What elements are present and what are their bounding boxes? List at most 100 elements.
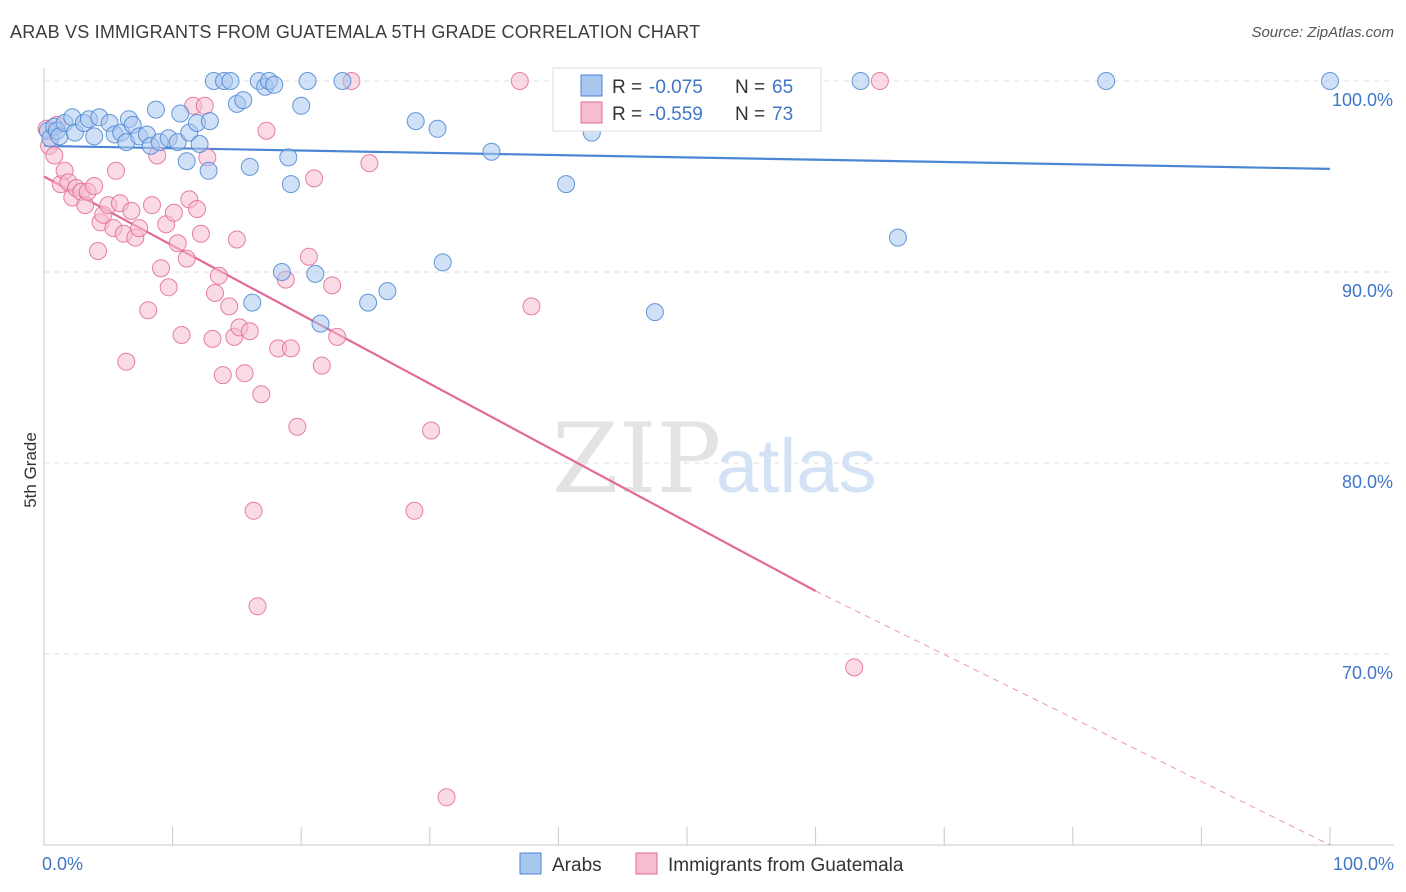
point-arabs-30 [199, 161, 218, 180]
y-tick-label-3: 70.0% [1342, 663, 1393, 683]
legend-n-value-arabs: 65 [772, 77, 793, 98]
point-guatemala-13 [89, 242, 107, 260]
point-guatemala-21 [117, 352, 136, 371]
legend-swatch-guatemala [580, 101, 603, 124]
point-guatemala-51 [244, 501, 263, 520]
point-arabs-54 [428, 119, 447, 138]
point-guatemala-58 [288, 417, 307, 436]
point-guatemala-41 [203, 329, 222, 348]
point-arabs-25 [171, 104, 190, 123]
point-guatemala-42 [206, 284, 224, 302]
point-guatemala-18 [107, 161, 125, 180]
series-legend: Arabs Immigrants from Guatemala [519, 852, 904, 876]
legend-n-label-guatemala: N = [735, 104, 765, 125]
point-guatemala-61 [312, 356, 331, 375]
point-guatemala-59 [299, 247, 318, 266]
point-arabs-64 [1097, 72, 1116, 90]
point-guatemala-32 [168, 234, 187, 253]
point-guatemala-66 [405, 501, 424, 520]
point-arabs-44 [279, 148, 298, 167]
x-tick-label-left: 0.0% [42, 854, 83, 874]
y-tick-labels: 100.0% 90.0% 80.0% 70.0% [1332, 90, 1393, 683]
point-guatemala-60 [305, 169, 324, 188]
point-arabs-42 [265, 75, 284, 94]
point-arabs-49 [311, 314, 330, 333]
point-arabs-21 [146, 100, 165, 119]
point-guatemala-31 [164, 203, 183, 222]
point-guatemala-50 [240, 322, 259, 341]
point-guatemala-43 [209, 266, 228, 285]
point-arabs-46 [292, 96, 311, 115]
point-arabs-63 [888, 228, 907, 247]
watermark: ZIP atlas [552, 403, 877, 515]
point-guatemala-34 [177, 249, 196, 268]
y-tick-label-2: 80.0% [1342, 472, 1393, 492]
point-arabs-62 [851, 72, 870, 90]
y-axis-label: 5th Grade [21, 432, 40, 508]
point-guatemala-72 [870, 72, 889, 90]
bottom-legend-label-guatemala: Immigrants from Guatemala [668, 855, 904, 876]
legend-r-value-arabs: -0.075 [649, 77, 703, 98]
axes [43, 68, 1394, 846]
source-label: Source: ZipAtlas.com [1251, 24, 1394, 41]
point-arabs-47 [298, 72, 317, 90]
point-guatemala-37 [188, 200, 206, 218]
point-arabs-51 [359, 293, 378, 312]
point-arabs-55 [433, 253, 452, 272]
point-arabs-60 [645, 303, 664, 322]
point-arabs-65 [1321, 72, 1339, 90]
point-arabs-37 [240, 157, 259, 176]
legend-r-label-guatemala: R = [612, 104, 642, 125]
trend-line-guatemala-extrapolated [815, 590, 1331, 846]
point-guatemala-30 [159, 278, 178, 297]
point-guatemala-24 [130, 219, 149, 238]
point-guatemala-63 [328, 327, 347, 346]
legend-n-value-guatemala: 73 [772, 104, 793, 125]
point-arabs-31 [200, 112, 219, 131]
watermark-atlas: atlas [716, 424, 877, 509]
point-guatemala-47 [227, 230, 246, 249]
point-guatemala-67 [422, 421, 441, 440]
point-guatemala-22 [122, 201, 141, 220]
point-guatemala-68 [437, 788, 456, 807]
trend-line-guatemala [43, 175, 817, 592]
point-arabs-56 [482, 142, 501, 161]
point-arabs-36 [234, 91, 253, 110]
point-guatemala-44 [213, 366, 232, 385]
point-guatemala-57 [281, 339, 300, 358]
point-arabs-43 [272, 263, 291, 281]
x-tick-label-right: 100.0% [1333, 854, 1394, 874]
bottom-legend-swatch-arabs [519, 852, 542, 875]
point-guatemala-65 [360, 154, 379, 173]
point-arabs-57 [557, 175, 576, 194]
point-guatemala-25 [139, 301, 158, 320]
point-arabs-34 [221, 72, 240, 90]
bottom-legend-label-arabs: Arabs [552, 855, 602, 876]
point-guatemala-39 [195, 96, 214, 115]
legend-r-label-arabs: R = [612, 77, 642, 98]
legend-swatch-arabs [580, 74, 603, 97]
point-guatemala-12 [85, 177, 104, 195]
point-guatemala-45 [220, 297, 239, 316]
point-arabs-26 [177, 152, 196, 171]
point-arabs-45 [281, 175, 300, 194]
point-guatemala-28 [152, 259, 170, 278]
point-arabs-48 [306, 264, 325, 283]
trend-line-arabs [43, 144, 1331, 170]
chart-title: ARAB VS IMMIGRANTS FROM GUATEMALA 5TH GR… [10, 22, 701, 42]
point-guatemala-2 [45, 146, 64, 165]
point-guatemala-38 [191, 224, 210, 243]
point-guatemala-33 [172, 326, 191, 344]
point-arabs-52 [378, 282, 397, 301]
point-guatemala-70 [522, 297, 541, 316]
legend-r-value-guatemala: -0.559 [649, 104, 703, 125]
point-guatemala-49 [235, 364, 254, 383]
point-guatemala-62 [323, 276, 342, 295]
point-arabs-10 [85, 127, 104, 146]
y-tick-label-1: 90.0% [1342, 281, 1393, 301]
point-guatemala-71 [845, 658, 864, 677]
watermark-zip: ZIP [552, 403, 721, 515]
stats-legend: R = -0.075 N = 65 R = -0.559 N = 73 [552, 67, 822, 132]
point-arabs-29 [190, 135, 209, 153]
